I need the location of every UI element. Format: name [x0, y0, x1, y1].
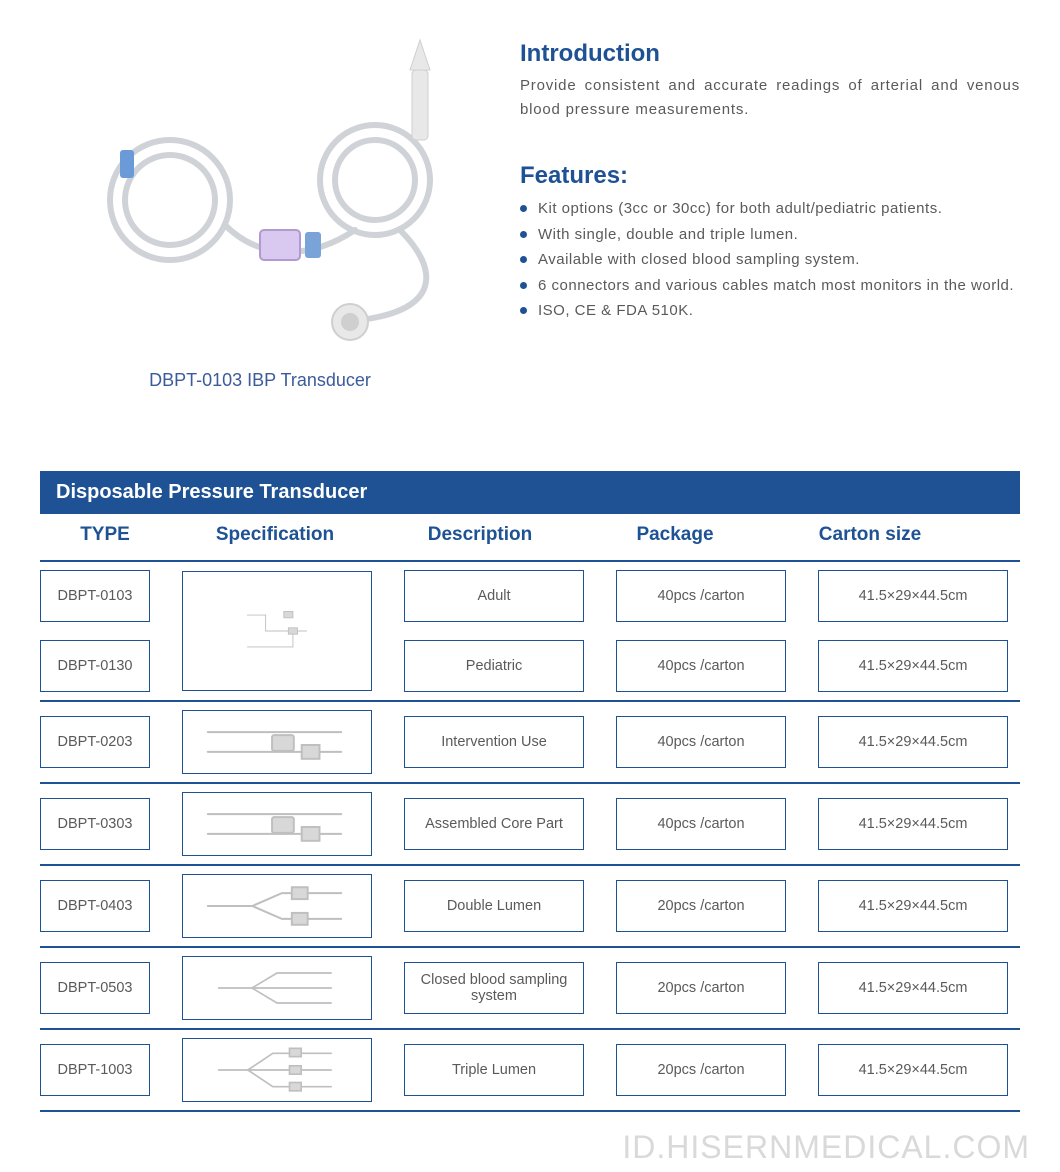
cell-type: DBPT-0303	[40, 798, 150, 850]
features-title: Features:	[520, 162, 1020, 190]
cell-type: DBPT-1003	[40, 1044, 150, 1096]
cell-carton-size: 41.5×29×44.5cm	[818, 1044, 1008, 1096]
cell-spec-diagram	[182, 792, 372, 856]
col-header-pkg: Package	[580, 524, 770, 546]
col-header-carton: Carton size	[770, 524, 970, 546]
cell-spec-diagram	[182, 956, 372, 1020]
product-caption: DBPT-0103 IBP Transducer	[149, 370, 371, 391]
cell-type: DBPT-0103	[40, 570, 150, 622]
col-header-desc: Description	[380, 524, 580, 546]
cell-type: DBPT-0203	[40, 716, 150, 768]
col-header-type: TYPE	[40, 524, 170, 546]
table-row: DBPT-0203 Intervention Use 40pcs /carton 4…	[40, 702, 1020, 784]
cell-description: Assembled Core Part	[404, 798, 584, 850]
cell-description: Adult	[404, 570, 584, 622]
intro-title: Introduction	[520, 40, 1020, 68]
cell-spec-diagram	[182, 710, 372, 774]
cell-description: Double Lumen	[404, 880, 584, 932]
cell-description: Pediatric	[404, 640, 584, 692]
cell-package: 40pcs /carton	[616, 798, 786, 850]
cell-spec-diagram	[182, 571, 372, 691]
cell-package: 40pcs /carton	[616, 716, 786, 768]
cell-carton-size: 41.5×29×44.5cm	[818, 798, 1008, 850]
table-row: DBPT-1003 Triple Lumen 20pcs /carton 41.5×…	[40, 1030, 1020, 1112]
col-header-spec: Specification	[170, 524, 380, 546]
cell-description: Intervention Use	[404, 716, 584, 768]
spec-table: Disposable Pressure Transducer TYPE Spec…	[40, 471, 1020, 1112]
table-title: Disposable Pressure Transducer	[40, 471, 1020, 514]
cell-package: 20pcs /carton	[616, 1044, 786, 1096]
product-image	[60, 30, 460, 350]
cell-spec-diagram	[182, 874, 372, 938]
cell-description: Triple Lumen	[404, 1044, 584, 1096]
cell-package: 20pcs /carton	[616, 962, 786, 1014]
cell-carton-size: 41.5×29×44.5cm	[818, 962, 1008, 1014]
table-row: DBPT-0103 DBPT-0130 Adult Pediatric 40pcs /…	[40, 562, 1020, 702]
cell-spec-diagram	[182, 1038, 372, 1102]
features-list: Kit options (3cc or 30cc) for both adult…	[520, 196, 1020, 324]
feature-item: 6 connectors and various cables match mo…	[520, 273, 1020, 299]
cell-carton-size: 41.5×29×44.5cm	[818, 880, 1008, 932]
cell-type: DBPT-0403	[40, 880, 150, 932]
cell-carton-size: 41.5×29×44.5cm	[818, 716, 1008, 768]
cell-type: DBPT-0130	[40, 640, 150, 692]
cell-description: Closed blood sampling system	[404, 962, 584, 1014]
table-row: DBPT-0503 Closed blood sampling system 20…	[40, 948, 1020, 1030]
feature-item: ISO, CE & FDA 510K.	[520, 298, 1020, 324]
feature-item: Available with closed blood sampling sys…	[520, 247, 1020, 273]
cell-carton-size: 41.5×29×44.5cm	[818, 570, 1008, 622]
cell-package: 40pcs /carton	[616, 570, 786, 622]
cell-package: 20pcs /carton	[616, 880, 786, 932]
feature-item: With single, double and triple lumen.	[520, 222, 1020, 248]
intro-text: Provide consistent and accurate readings…	[520, 74, 1020, 122]
table-row: DBPT-0303 Assembled Core Part 40pcs /cart…	[40, 784, 1020, 866]
cell-package: 40pcs /carton	[616, 640, 786, 692]
feature-item: Kit options (3cc or 30cc) for both adult…	[520, 196, 1020, 222]
table-row: DBPT-0403 Double Lumen 20pcs /carton 41.5×…	[40, 866, 1020, 948]
cell-type: DBPT-0503	[40, 962, 150, 1014]
cell-carton-size: 41.5×29×44.5cm	[818, 640, 1008, 692]
